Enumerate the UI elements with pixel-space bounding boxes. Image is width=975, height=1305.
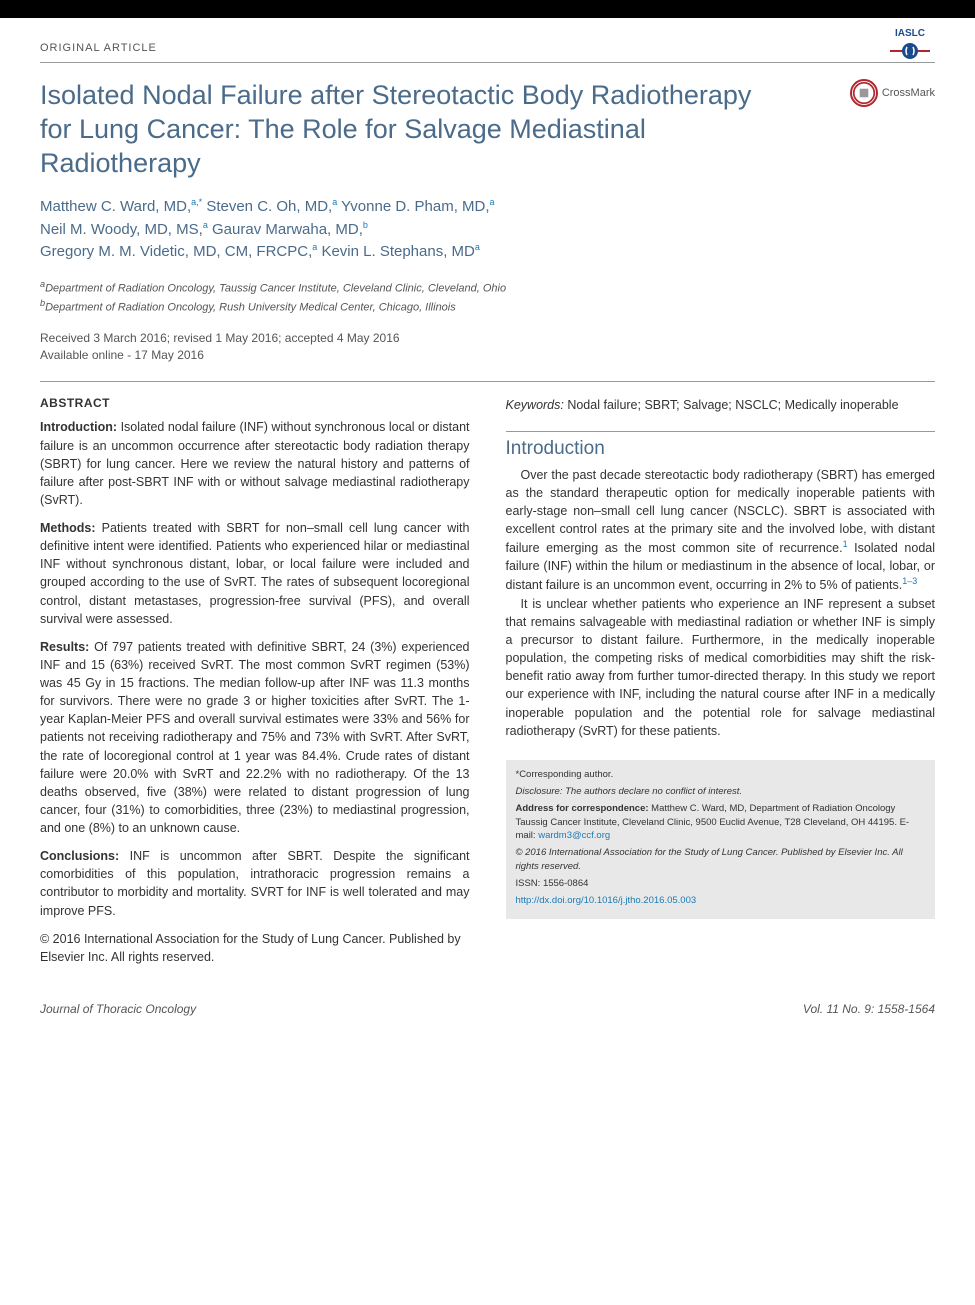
authors-block: Matthew C. Ward, MD,a,* Steven C. Oh, MD… [0,180,975,264]
header: ORIGINAL ARTICLE IASLC [0,18,975,54]
disclosure-note: Disclosure: The authors declare no confl… [516,785,926,798]
issn: ISSN: 1556-0864 [516,877,926,890]
crossmark-badge[interactable]: CrossMark [850,79,935,107]
address-note: Address for correspondence: Matthew C. W… [516,802,926,842]
affil-sup: a [490,197,495,207]
methods-label: Methods: [40,521,96,535]
two-column-body: ABSTRACT Introduction: Isolated nodal fa… [0,382,975,986]
intro-para-2: It is unclear whether patients who exper… [506,595,936,740]
top-black-bar [0,0,975,18]
footnote-copyright: © 2016 International Association for the… [516,846,926,873]
author: Neil M. Woody, MD, MS, [40,221,203,238]
online-date: Available online - 17 May 2016 [40,347,935,364]
email-link[interactable]: wardm3@ccf.org [538,830,610,841]
address-label: Address for correspondence: [516,803,649,814]
author: Yvonne D. Pham, MD, [341,198,489,215]
affiliation-b: bDepartment of Radiation Oncology, Rush … [40,297,935,316]
methods-text: Patients treated with SBRT for non–small… [40,521,470,626]
affiliations: aDepartment of Radiation Oncology, Tauss… [0,264,975,316]
doi-link[interactable]: http://dx.doi.org/10.1016/j.jtho.2016.05… [516,895,697,906]
intro-rule [506,431,936,432]
author: Matthew C. Ward, MD, [40,198,191,215]
left-column: ABSTRACT Introduction: Isolated nodal fa… [40,396,470,966]
ref-sup[interactable]: 1–3 [902,576,917,586]
results-text: Of 797 patients treated with definitive … [40,640,470,835]
article-type-label: ORIGINAL ARTICLE [40,42,935,54]
affiliation-a: aDepartment of Radiation Oncology, Tauss… [40,278,935,297]
author: Steven C. Oh, MD, [206,198,332,215]
page: ORIGINAL ARTICLE IASLC Isolated Nodal Fa… [0,0,975,1040]
conclusions-label: Conclusions: [40,849,119,863]
crossmark-icon [850,79,878,107]
affil-sup: a [332,197,337,207]
received-date: Received 3 March 2016; revised 1 May 201… [40,330,935,347]
journal-name: Journal of Thoracic Oncology [40,1002,196,1016]
results-label: Results: [40,640,89,654]
affil-sup: a [203,220,208,230]
intro-para-1: Over the past decade stereotactic body r… [506,466,936,595]
abstract-conclusions: Conclusions: INF is uncommon after SBRT.… [40,847,470,920]
affil-sup: a [475,242,480,252]
crossmark-label: CrossMark [882,87,935,99]
author: Gregory M. M. Videtic, MD, CM, FRCPC, [40,243,312,260]
iaslc-text: IASLC [885,28,935,39]
author: Kevin L. Stephans, MD [321,243,474,260]
title-section: Isolated Nodal Failure after Stereotacti… [0,63,975,180]
affil-sup: a,* [191,197,202,207]
author: Gaurav Marwaha, MD, [212,221,363,238]
keywords-text: Nodal failure; SBRT; Salvage; NSCLC; Med… [564,398,899,412]
keywords-label: Keywords: [506,398,564,412]
right-column: Keywords: Nodal failure; SBRT; Salvage; … [506,396,936,966]
abstract-results: Results: Of 797 patients treated with de… [40,638,470,837]
doi: http://dx.doi.org/10.1016/j.jtho.2016.05… [516,894,926,907]
affil-sup: b [363,220,368,230]
abstract-heading: ABSTRACT [40,396,470,410]
intro-heading: Introduction [506,438,936,460]
volume-pages: Vol. 11 No. 9: 1558-1564 [803,1002,935,1016]
intro-label: Introduction: [40,420,117,434]
corresponding-note: *Corresponding author. [516,768,926,781]
abstract-copyright: © 2016 International Association for the… [40,930,470,966]
publication-dates: Received 3 March 2016; revised 1 May 201… [0,316,975,364]
article-title: Isolated Nodal Failure after Stereotacti… [40,79,760,180]
page-footer: Journal of Thoracic Oncology Vol. 11 No.… [0,986,975,1040]
abstract-methods: Methods: Patients treated with SBRT for … [40,519,470,628]
abstract-intro: Introduction: Isolated nodal failure (IN… [40,418,470,509]
keywords: Keywords: Nodal failure; SBRT; Salvage; … [506,396,936,414]
affil-sup: a [312,242,317,252]
footnote-box: *Corresponding author. Disclosure: The a… [506,760,936,920]
